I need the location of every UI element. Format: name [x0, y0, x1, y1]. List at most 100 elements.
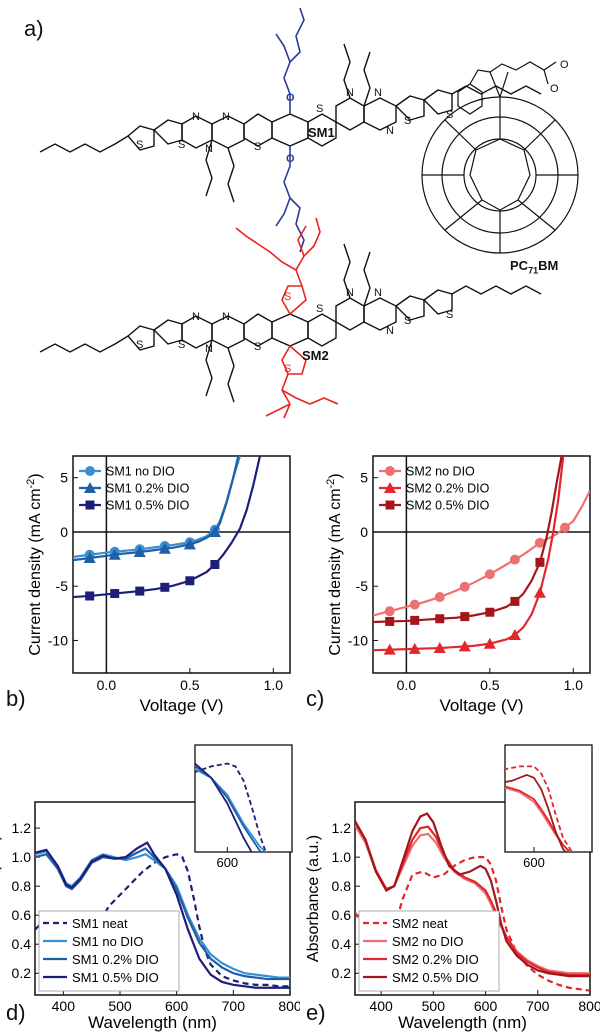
inset-series-2 — [505, 785, 571, 852]
svg-text:N: N — [346, 287, 354, 299]
data-point — [133, 546, 146, 558]
svg-text:N: N — [222, 311, 230, 323]
data-point — [83, 551, 96, 563]
data-point — [383, 643, 396, 655]
data-point — [459, 581, 470, 592]
inset-frame — [504, 744, 593, 853]
chart-jv-sm1: 0.0 0.5 1.0 5 0 -5 -10 Voltage (V) Current densi… — [25, 455, 291, 715]
chart-absorbance-sm1: 400 500 600 700 800 0.2 0.4 0.6 0.8 1.0 1.2 Wavelen… — [0, 744, 300, 1032]
legend-label: SM1 no DIO — [72, 934, 144, 949]
svg-text:O: O — [560, 59, 569, 71]
series-2 — [373, 456, 563, 626]
inset-series-line — [505, 786, 572, 852]
legend-label: SM2 0.2% DIO — [392, 952, 479, 967]
chart-absorbance-sm2: 400 500 600 700 800 0.2 0.4 0.6 0.8 1.0 1.2 Wavelen… — [305, 744, 600, 1032]
x-tick-label: 500 — [108, 998, 132, 1014]
y-tick-label: 5 — [60, 470, 68, 486]
data-point — [535, 557, 545, 567]
data-point — [460, 612, 470, 622]
molecule-label-sm2: SM2 — [302, 348, 329, 363]
svg-text:N: N — [192, 111, 200, 123]
y-tick-label: 0 — [360, 524, 368, 540]
y-axis-label: Current density (mA cm-2) — [25, 473, 44, 655]
inset-series-0 — [505, 765, 574, 852]
legend-label: SM1 neat — [72, 916, 128, 931]
pc71bm-sub: 71 — [528, 265, 539, 276]
x-tick-label: 1.0 — [564, 677, 584, 693]
data-point — [435, 614, 445, 624]
panel-label-d: d) — [6, 1000, 26, 1025]
data-point — [384, 606, 395, 617]
data-point — [510, 596, 520, 606]
x-tick-label: 0.0 — [397, 677, 417, 693]
pc71bm-suffix: BM — [538, 258, 559, 273]
data-point — [110, 589, 120, 599]
svg-text:N: N — [386, 125, 394, 137]
y-tick-label: -10 — [48, 632, 68, 648]
svg-text:S: S — [404, 315, 411, 327]
svg-text:S: S — [136, 139, 143, 151]
series-1 — [373, 456, 565, 655]
series-2 — [73, 456, 262, 601]
plot-frame — [354, 801, 591, 996]
inset-series-3 — [505, 773, 568, 852]
svg-text:S: S — [178, 339, 185, 351]
legend-label: SM1 0.2% DIO — [106, 482, 190, 496]
svg-text:S: S — [284, 291, 291, 303]
svg-text:S: S — [284, 363, 291, 375]
y-tick-label: 0 — [60, 524, 68, 540]
y-tick-label: 0.2 — [12, 965, 32, 981]
legend-label: SM1 0.2% DIO — [72, 952, 159, 967]
x-tick-label: 700 — [222, 998, 246, 1014]
data-point — [484, 569, 495, 580]
plot-frame — [372, 455, 591, 674]
x-tick-label: 0.0 — [97, 677, 117, 693]
svg-text:S: S — [254, 341, 261, 353]
panel-label-e: e) — [306, 1000, 326, 1025]
legend-label: SM2 no DIO — [392, 934, 464, 949]
y-tick-label: 5 — [360, 470, 368, 486]
svg-text:S: S — [178, 139, 185, 151]
x-tick-label: 800 — [278, 998, 300, 1014]
series-line — [355, 812, 590, 978]
svg-text:S: S — [446, 309, 453, 321]
inset-series-1 — [505, 786, 572, 852]
data-point — [208, 525, 221, 537]
svg-text:N: N — [374, 287, 382, 299]
legend-label: SM2 neat — [392, 916, 448, 931]
legend-marker — [85, 500, 95, 510]
svg-text:S: S — [316, 303, 323, 315]
legend-marker — [84, 482, 96, 493]
x-tick-label: 500 — [422, 998, 446, 1014]
inset-frame — [194, 744, 293, 853]
series-0 — [373, 490, 590, 617]
x-axis-label: Wavelength (nm) — [398, 1013, 527, 1032]
y-tick-label: 0.4 — [12, 936, 32, 952]
legend-marker — [385, 500, 395, 510]
sm2-side-chains — [235, 217, 339, 419]
data-point — [483, 637, 496, 649]
legend-marker — [385, 466, 395, 476]
svg-text:S: S — [316, 103, 323, 115]
x-tick-label: 600 — [165, 998, 189, 1014]
svg-text:N: N — [346, 87, 354, 99]
series-3 — [35, 841, 290, 989]
x-tick-label: 1.0 — [264, 677, 284, 693]
data-point — [385, 616, 395, 626]
legend-label: SM1 no DIO — [106, 465, 175, 479]
inset-series-line — [505, 773, 568, 852]
svg-text:S: S — [136, 339, 143, 351]
data-point — [533, 586, 546, 598]
y-tick-label: 0.6 — [12, 907, 32, 923]
x-axis-label: Wavelength (nm) — [88, 1013, 217, 1032]
inset-series-line — [505, 765, 574, 852]
y-tick-label: -5 — [356, 578, 369, 594]
legend-label: SM2 no DIO — [406, 465, 475, 479]
series-line — [35, 847, 290, 981]
x-tick-label: 400 — [52, 998, 76, 1014]
svg-text:N: N — [192, 311, 200, 323]
molecule-label-sm1: SM1 — [308, 125, 335, 140]
y-tick-label: 1.2 — [332, 820, 352, 836]
panel-label-b: b) — [6, 686, 26, 711]
